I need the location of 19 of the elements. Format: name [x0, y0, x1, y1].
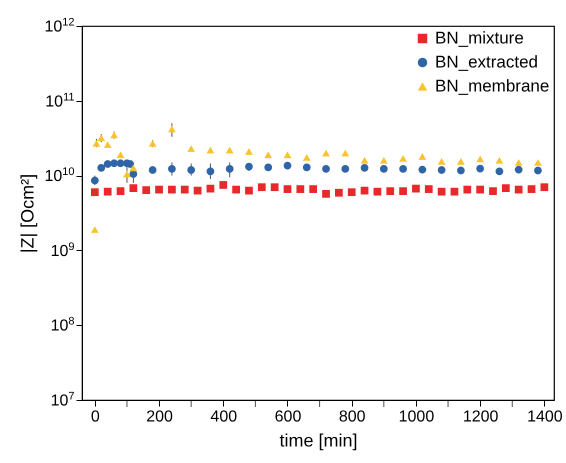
y-axis-title: |Z| [Ocm²] [17, 174, 38, 254]
x-tick-label: 800 [338, 408, 366, 426]
y-tick-label: 10$^{7}$ [50, 390, 74, 410]
x-tick-label: 0 [90, 408, 100, 426]
x-tick-label: 1000 [398, 408, 434, 426]
x-tick-label: 1400 [527, 408, 563, 426]
y-tick-label: 10$^{12}$ [44, 16, 74, 36]
y-tick-label: 10$^{9}$ [50, 240, 74, 260]
x-tick-label: 400 [210, 408, 238, 426]
legend-label: BN_membrane [435, 76, 550, 96]
x-tick-label: 600 [274, 408, 302, 426]
legend-label: BN_extracted [435, 52, 538, 72]
y-tick-label: 10$^{10}$ [44, 166, 74, 186]
y-tick-label: 10$^{11}$ [45, 91, 74, 110]
x-axis-title: time [min] [279, 430, 358, 450]
y-tick-label: 10$^{8}$ [50, 316, 74, 335]
legend-label: BN_mixture [435, 28, 524, 48]
x-tick-label: 200 [146, 408, 174, 426]
x-tick-label: 1200 [462, 408, 499, 426]
